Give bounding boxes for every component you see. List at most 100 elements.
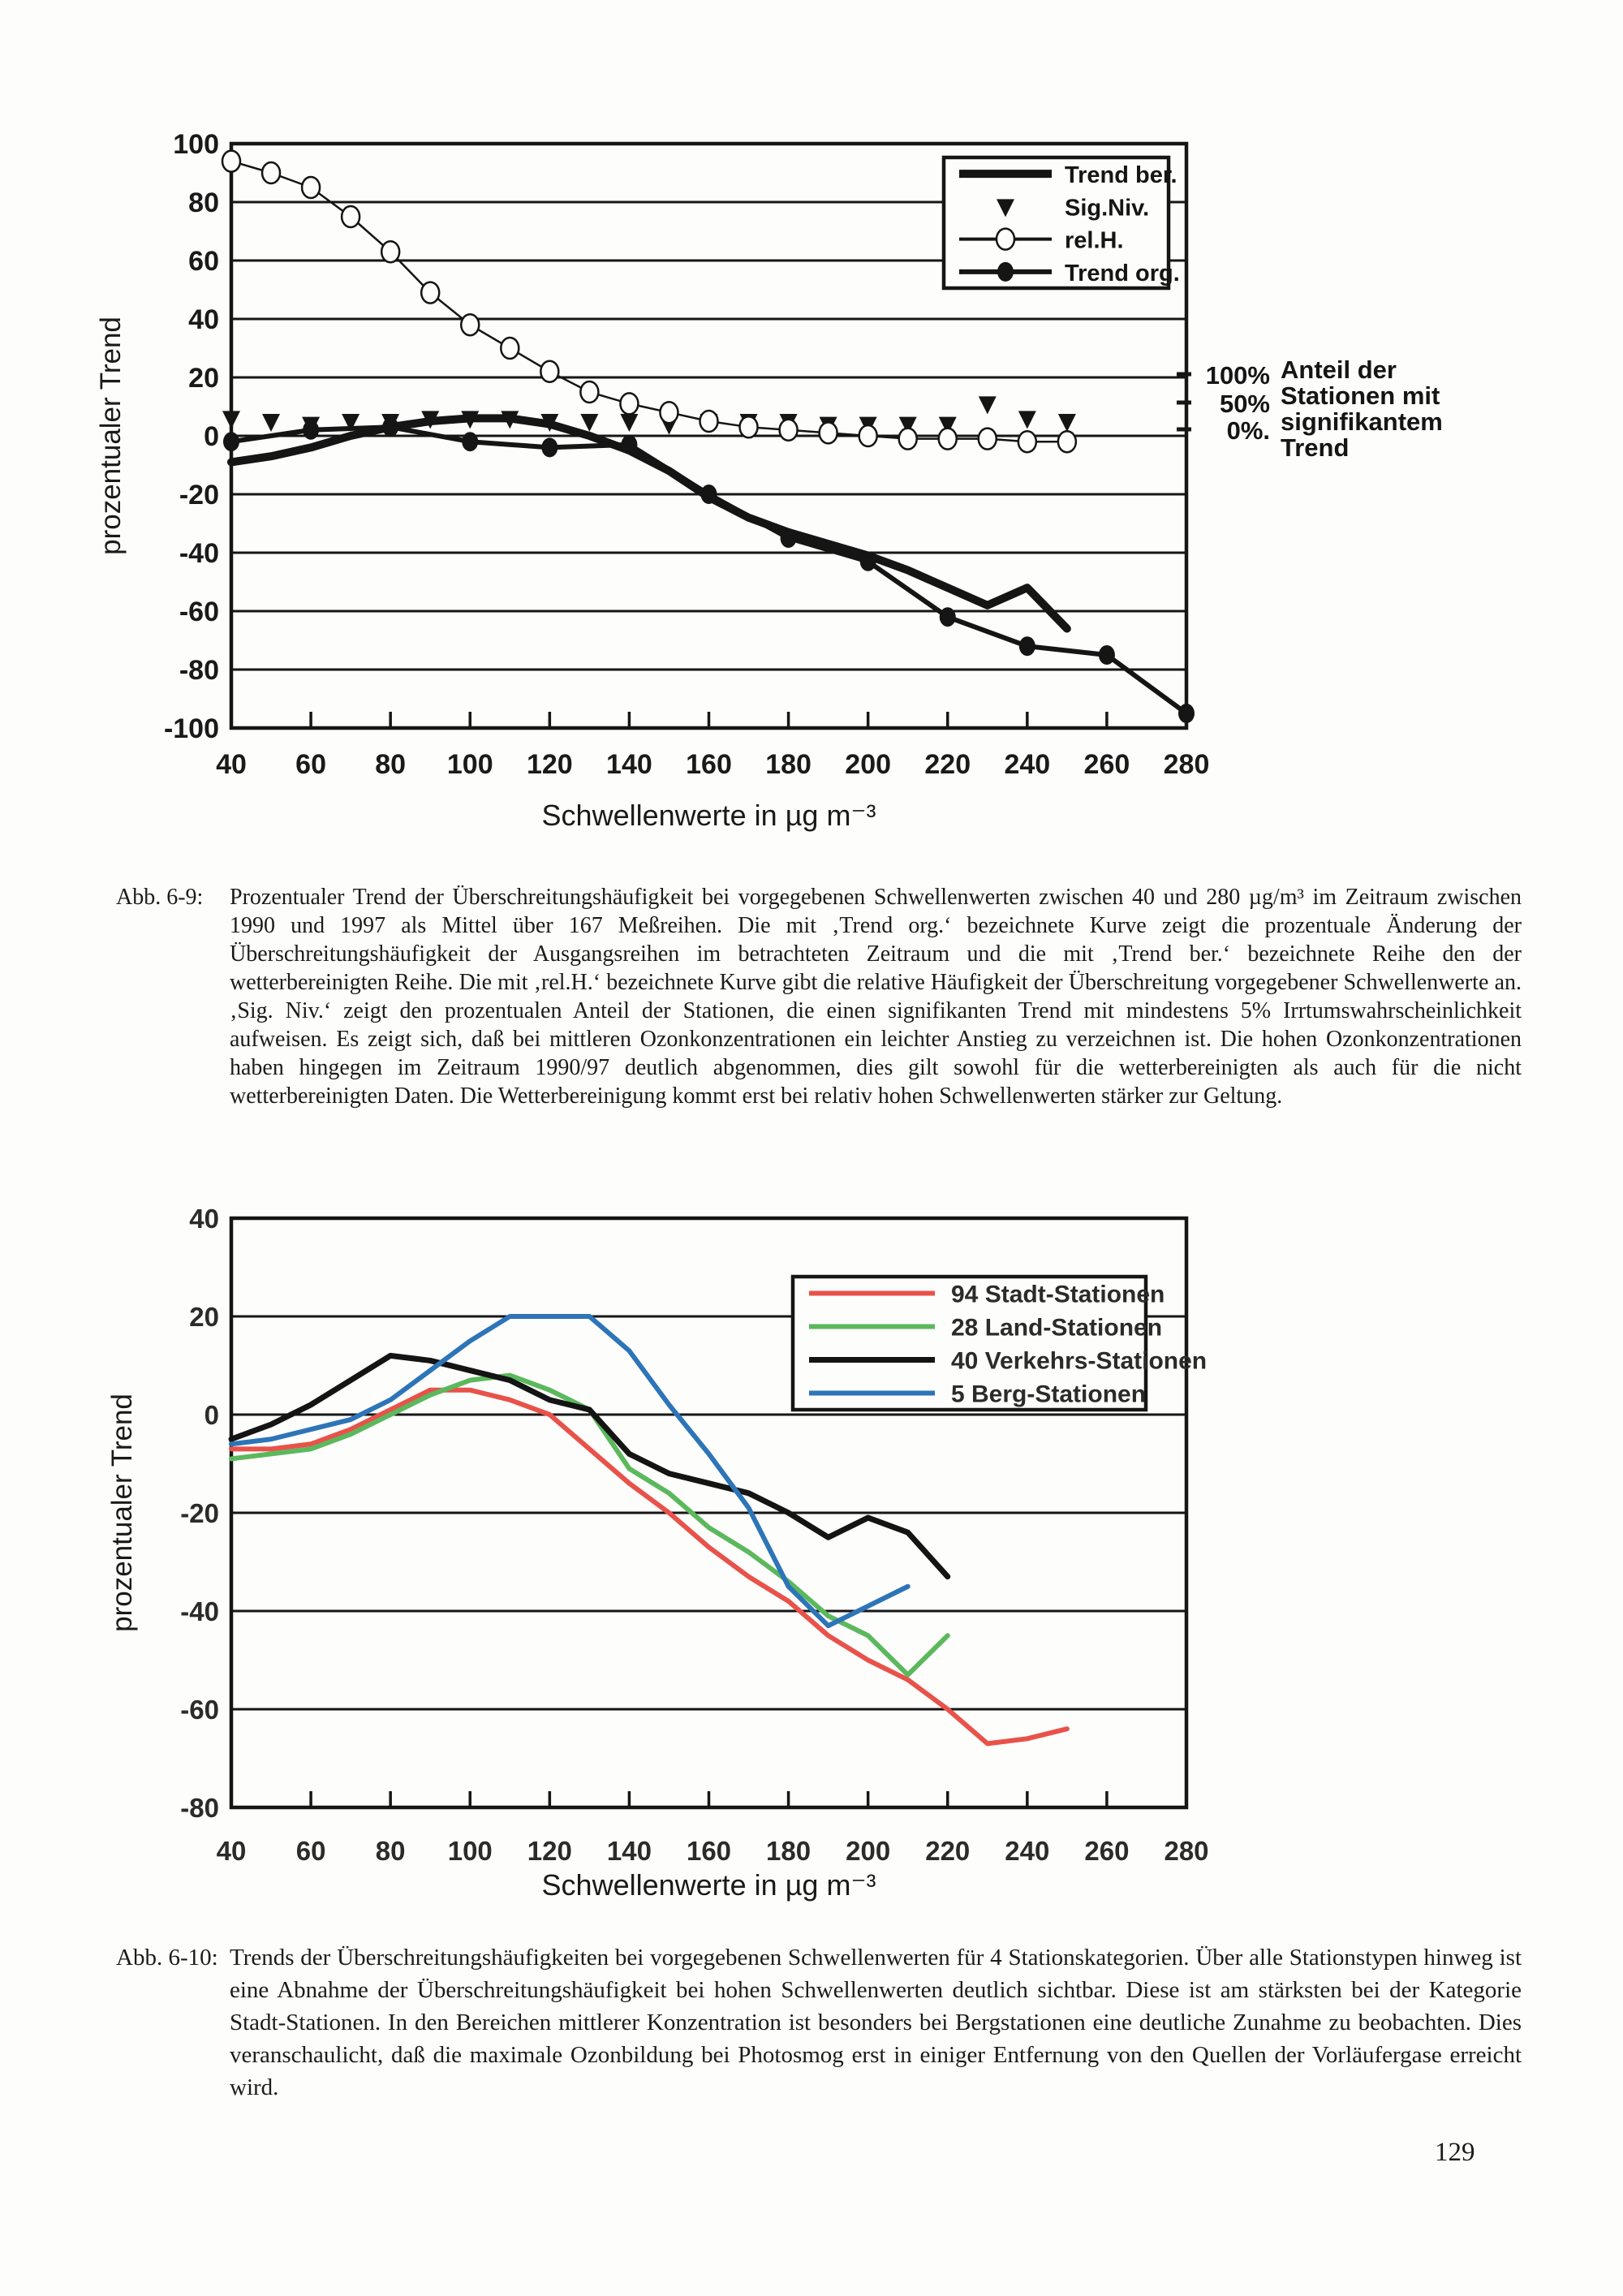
figure-6-9-caption: Abb. 6-9: Prozentualer Trend der Übersch… (116, 883, 1522, 1110)
trend-org-marker (223, 432, 239, 452)
rel-h-marker (858, 424, 878, 448)
y-tick-label: 20 (189, 1302, 219, 1332)
y-tick-label: 60 (188, 246, 219, 277)
trend-org-marker (541, 437, 558, 458)
rel-h-marker (300, 175, 321, 200)
y-tick-label: -100 (164, 713, 219, 744)
trend-org-marker (303, 420, 320, 440)
figure-6-9-label: Abb. 6-9: (116, 885, 204, 910)
series-40-verkehrs-stationen (228, 1352, 951, 1580)
x-tick-label: 240 (1005, 1836, 1049, 1866)
legend-item-trend-ber: Trend ber. (959, 162, 1177, 188)
y-tick-label: 100 (173, 129, 219, 160)
rel-h-marker (659, 400, 679, 424)
series-sig-niv (222, 396, 1076, 435)
rel-h-marker (1017, 429, 1038, 454)
trend-org-marker (700, 485, 717, 504)
x-tick-label: 160 (686, 749, 732, 780)
legend-item-28-land-stationen: 28 Land-Stationen (809, 1315, 1162, 1342)
x-tick-label: 180 (765, 749, 812, 780)
y-tick-label: 0 (204, 1400, 219, 1430)
x-tick-label: 120 (527, 749, 573, 780)
rel-h-marker (619, 392, 639, 416)
secondary-axis-tick-label: 50% (1220, 390, 1270, 418)
y-tick-label: 40 (189, 1204, 219, 1234)
x-tick-label: 160 (687, 1836, 731, 1866)
sig-niv-marker (620, 414, 639, 432)
sig-niv-marker (501, 411, 519, 429)
series-line-94-stadt-stationen (229, 1387, 1070, 1747)
x-tick-label: 260 (1084, 1836, 1129, 1866)
trend-org-marker (859, 551, 876, 571)
y-tick-label: 40 (188, 304, 219, 335)
rel-h-marker (500, 336, 520, 360)
rel-h-marker (380, 239, 401, 264)
series-trend-ber (227, 414, 1071, 633)
x-axis-title: Schwellenwerte in µg m⁻³ (542, 1868, 876, 1902)
series-line-trend-ber (227, 414, 1071, 633)
series-line-5-berg-stationen (229, 1314, 911, 1629)
series-line-40-verkehrs-stationen (228, 1352, 951, 1580)
legend-label: Sig.Niv. (1065, 195, 1149, 221)
sig-niv-marker (222, 411, 240, 429)
sig-niv-marker (540, 414, 559, 432)
rel-h-marker (977, 427, 998, 450)
legend-label: Trend ber. (1065, 162, 1177, 188)
sig-niv-marker (342, 414, 360, 432)
x-tick-label: 80 (375, 749, 406, 780)
x-tick-label: 80 (376, 1836, 406, 1866)
x-tick-label: 100 (448, 1836, 493, 1866)
y-tick-label: -40 (180, 1596, 219, 1626)
rel-h-marker (540, 360, 560, 384)
x-tick-label: 280 (1164, 1836, 1208, 1866)
x-tick-label: 180 (766, 1836, 811, 1866)
secondary-axis-label: Trend (1281, 433, 1349, 462)
figure-6-9-caption-text: Prozentualer Trend der Überschreitungshä… (230, 885, 1522, 1109)
rel-h-marker (579, 380, 600, 404)
figure-6-10-caption: Abb. 6-10: Trends der Überschreitungshäu… (116, 1941, 1522, 2104)
figure-6-10-label: Abb. 6-10: (116, 1945, 218, 1971)
sig-niv-marker (262, 414, 281, 432)
y-axis-title: prozentualer Trend (95, 317, 127, 555)
y-tick-label: -60 (179, 597, 219, 627)
y-tick-label: -80 (180, 1793, 219, 1823)
y-tick-label: 0 (204, 421, 219, 452)
x-axis-title: Schwellenwerte in µg m⁻³ (542, 799, 876, 832)
x-tick-label: 140 (606, 749, 652, 780)
x-tick-label: 280 (1164, 749, 1210, 780)
legend-label: 28 Land-Stationen (951, 1315, 1162, 1342)
legend-label: rel.H. (1065, 228, 1124, 254)
x-tick-label: 240 (1004, 749, 1050, 780)
y-axis-title: prozentualer Trend (106, 1394, 138, 1632)
rel-h-marker (778, 418, 799, 442)
sig-niv-marker (461, 411, 480, 429)
sig-niv-marker (938, 416, 957, 435)
secondary-axis-label: Anteil der (1281, 355, 1397, 384)
legend-label: 5 Berg-Stationen (951, 1381, 1146, 1408)
series-5-berg-stationen (229, 1314, 911, 1629)
secondary-axis-label: signifikantem (1281, 407, 1443, 436)
trend-org-marker (621, 434, 638, 454)
secondary-axis-tick-label: 100% (1206, 361, 1270, 390)
rel-h-marker (1057, 429, 1078, 454)
x-tick-label: 100 (447, 749, 493, 780)
x-tick-label: 120 (527, 1836, 572, 1866)
legend-label: Trend org. (1065, 261, 1180, 286)
rel-h-marker (460, 312, 480, 337)
rel-h-marker (340, 205, 361, 229)
figure-6-10-caption-text: Trends der Überschreitungshäufigkeiten b… (230, 1945, 1522, 2100)
y-tick-label: 20 (188, 363, 219, 394)
sig-niv-marker (580, 414, 599, 432)
series-rel-h (221, 149, 1078, 454)
y-tick-label: -80 (179, 655, 219, 686)
trend-org-marker (1098, 645, 1115, 665)
trend-org-marker (1018, 636, 1035, 657)
series-94-stadt-stationen (229, 1387, 1070, 1747)
sig-niv-marker (978, 396, 997, 415)
rel-h-marker (260, 161, 282, 185)
legend-box (941, 155, 1171, 291)
rel-h-marker (420, 281, 441, 304)
